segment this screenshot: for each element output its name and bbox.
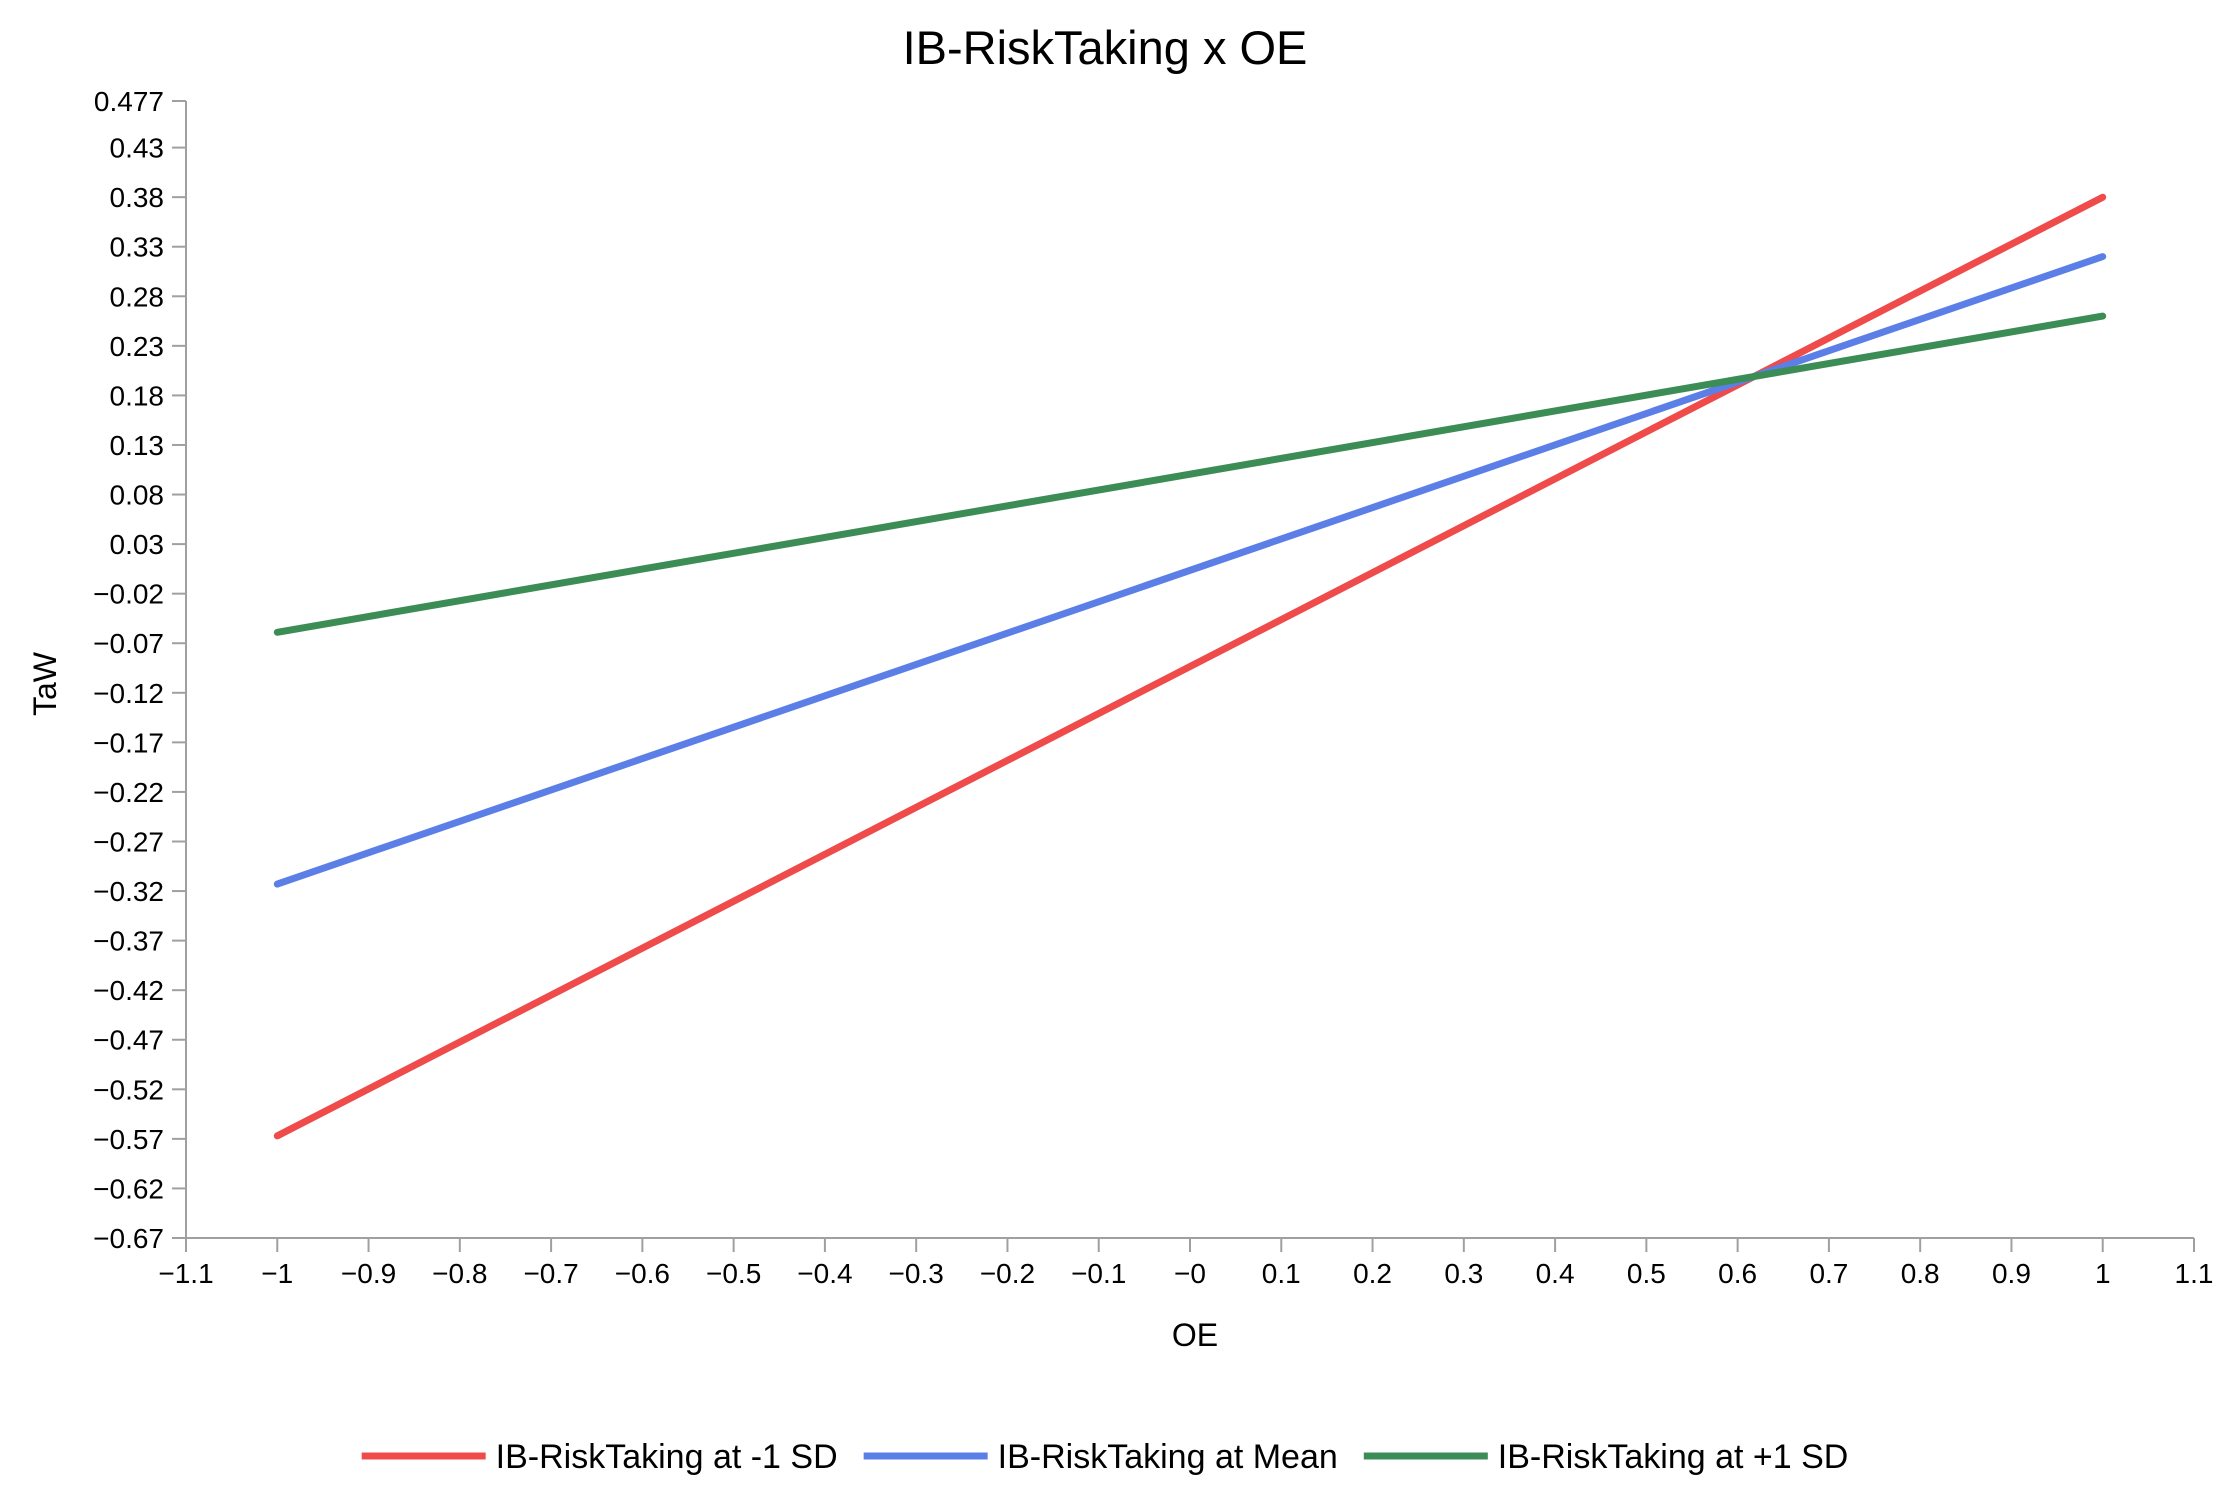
y-tick-label: 0.18: [110, 380, 165, 411]
y-tick-label: −0.32: [93, 876, 164, 907]
x-tick-label: 0.1: [1262, 1258, 1301, 1289]
y-tick-label: −0.52: [93, 1074, 164, 1105]
legend: IB-RiskTaking at -1 SD IB-RiskTaking at M…: [361, 1438, 1849, 1476]
x-tick-label: −0.6: [615, 1258, 670, 1289]
x-axis: −1.1 −1 −0.9 −0.8 −0.7 −0.6 −0.5 −0.4 −0.3 −0.2 −0…: [158, 1237, 2214, 1289]
x-tick-label: −0.3: [889, 1258, 944, 1289]
x-tick-label: −0.8: [432, 1258, 487, 1289]
x-tick-label: −1: [261, 1258, 293, 1289]
x-tick-label: 1.1: [2175, 1258, 2214, 1289]
y-tick-label: 0.33: [110, 232, 165, 263]
x-axis-title: OE: [1172, 1317, 1218, 1353]
series-line-2: [273, 253, 2107, 888]
x-tick-label: 0.6: [1718, 1258, 1757, 1289]
y-tick-label: −0.22: [93, 777, 164, 808]
y-tick-label: −0.67: [93, 1223, 164, 1254]
y-tick-label: 0.23: [110, 331, 165, 362]
x-tick-label: 0.5: [1627, 1258, 1666, 1289]
y-tick-label: −0.07: [93, 628, 164, 659]
y-tick-label: −0.47: [93, 1025, 164, 1056]
x-tick-label: 0.2: [1353, 1258, 1392, 1289]
y-tick-label: −0.17: [93, 727, 164, 758]
x-tick-label: 0.7: [1809, 1258, 1848, 1289]
x-tick-label: 0.3: [1444, 1258, 1483, 1289]
x-tick-label: −0.7: [523, 1258, 578, 1289]
x-tick-label: −0.4: [797, 1258, 852, 1289]
x-tick-label: −0: [1174, 1258, 1206, 1289]
chart-title: IB-RiskTaking x OE: [903, 21, 1308, 74]
series-line-1: [273, 193, 2107, 1140]
y-tick-label: 0.477: [94, 86, 164, 117]
legend-label-1: IB-RiskTaking at -1 SD: [496, 1438, 838, 1476]
y-axis: 0.477 0.43 0.38 0.33 0.28 0.23 0.18 0.13 0.08 0.0…: [93, 86, 187, 1254]
y-tick-label: −0.27: [93, 826, 164, 857]
x-tick-label: −0.2: [980, 1258, 1035, 1289]
x-tick-label: −0.1: [1071, 1258, 1126, 1289]
x-tick-label: 1: [2095, 1258, 2111, 1289]
x-tick-label: −1.1: [158, 1258, 213, 1289]
y-tick-label: −0.42: [93, 975, 164, 1006]
y-tick-label: −0.12: [93, 678, 164, 709]
legend-label-3: IB-RiskTaking at +1 SD: [1498, 1438, 1849, 1476]
y-tick-label: 0.28: [110, 281, 165, 312]
x-tick-label: −0.9: [341, 1258, 396, 1289]
y-axis-title: TaW: [27, 651, 63, 716]
series-line-3: [273, 312, 2107, 636]
y-tick-label: −0.02: [93, 579, 164, 610]
y-tick-label: −0.57: [93, 1124, 164, 1155]
y-tick-label: 0.08: [110, 480, 165, 511]
y-tick-label: 0.43: [110, 133, 165, 164]
x-tick-label: 0.9: [1992, 1258, 2031, 1289]
y-tick-label: 0.13: [110, 430, 165, 461]
x-tick-label: −0.5: [706, 1258, 761, 1289]
y-tick-label: −0.37: [93, 926, 164, 957]
y-tick-label: 0.03: [110, 529, 165, 560]
legend-label-2: IB-RiskTaking at Mean: [998, 1438, 1338, 1476]
x-tick-label: 0.4: [1536, 1258, 1575, 1289]
y-tick-label: −0.62: [93, 1173, 164, 1204]
plot-series: [273, 193, 2107, 1140]
x-tick-label: 0.8: [1901, 1258, 1940, 1289]
y-tick-label: 0.38: [110, 182, 165, 213]
